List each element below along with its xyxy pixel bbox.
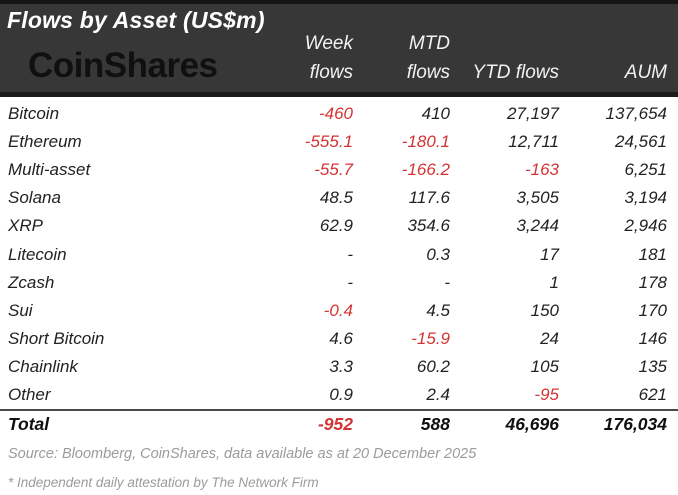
aum-value: 135: [638, 356, 667, 376]
aum-value: 3,194: [624, 188, 667, 208]
mtd-flows-value: -: [444, 272, 450, 292]
week-flows-value: -: [347, 244, 353, 264]
total-aum-value: 176,034: [603, 413, 667, 434]
asset-label: Short Bitcoin: [8, 328, 105, 348]
attestation-footnote: * Independent daily attestation by The N…: [8, 475, 319, 491]
asset-label: Solana: [8, 188, 61, 208]
mtd-flows-value: -15.9: [411, 328, 450, 348]
aum-value: 24,561: [615, 132, 667, 152]
table-row-ethereum: Ethereum -555.1 -180.1 12,711 24,561: [0, 128, 678, 156]
total-ytd-flows-value: 46,696: [505, 413, 559, 434]
mtd-flows-value: 117.6: [408, 188, 450, 208]
aum-value: 178: [638, 272, 667, 292]
week-flows-value: -460: [318, 104, 353, 124]
col-header-mtd-line1: MTD: [408, 32, 450, 54]
table-row-zcash: Zcash - - 1 178: [0, 269, 678, 297]
table-row-litecoin: Litecoin - 0.3 17 181: [0, 240, 678, 268]
mtd-flows-value: -180.1: [401, 132, 450, 152]
mtd-flows-value: -166.2: [401, 160, 450, 180]
asset-label: Zcash: [8, 272, 55, 292]
aum-value: 170: [638, 300, 667, 320]
col-header-ytd: YTD flows: [472, 61, 559, 83]
aum-value: 181: [638, 244, 667, 264]
week-flows-value: -0.4: [323, 300, 353, 320]
asset-label: Multi-asset: [8, 160, 91, 180]
week-flows-value: -555.1: [304, 132, 353, 152]
asset-label: Chainlink: [8, 356, 78, 376]
coinshares-logo: CoinShares: [28, 46, 218, 85]
report-footer: Source: Bloomberg, CoinShares, data avai…: [0, 437, 678, 490]
aum-value: 146: [638, 328, 667, 348]
table-row-short-bitcoin: Short Bitcoin 4.6 -15.9 24 146: [0, 325, 678, 353]
asset-label: Other: [8, 384, 51, 404]
total-mtd-flows-value: 588: [420, 413, 450, 434]
asset-label: Bitcoin: [8, 104, 60, 124]
ytd-flows-value: -95: [534, 384, 559, 404]
asset-label: XRP: [8, 216, 43, 236]
source-line: Source: Bloomberg, CoinShares, data avai…: [8, 446, 477, 463]
table-row-bitcoin: Bitcoin -460 410 27,197 137,654: [0, 100, 678, 128]
table-row-solana: Solana 48.5 117.6 3,505 3,194: [0, 184, 678, 212]
ytd-flows-value: 3,244: [516, 216, 559, 236]
ytd-flows-value: 17: [540, 244, 559, 264]
week-flows-value: -55.7: [314, 160, 353, 180]
column-headers: Week MTD flows flows YTD flows AUM: [0, 29, 678, 87]
mtd-flows-value: 60.2: [416, 356, 450, 376]
ytd-flows-value: 1: [549, 272, 559, 292]
mtd-flows-value: 0.3: [426, 244, 450, 264]
aum-value: 6,251: [624, 160, 667, 180]
week-flows-value: 62.9: [319, 216, 353, 236]
week-flows-value: -: [347, 272, 353, 292]
flows-table: Bitcoin -460 410 27,197 137,654 Ethereum…: [0, 97, 678, 437]
table-row-sui: Sui -0.4 4.5 150 170: [0, 297, 678, 325]
col-header-week-line1: Week: [304, 32, 353, 54]
mtd-flows-value: 354.6: [407, 216, 450, 236]
ytd-flows-value: 105: [530, 356, 559, 376]
col-header-mtd-line2: flows: [406, 61, 450, 83]
week-flows-value: 4.6: [329, 328, 353, 348]
asset-label: Ethereum: [8, 132, 82, 152]
aum-value: 137,654: [605, 104, 667, 124]
table-row-multi-asset: Multi-asset -55.7 -166.2 -163 6,251: [0, 156, 678, 184]
page-title: Flows by Asset (US$m): [7, 7, 265, 33]
asset-label: Litecoin: [8, 244, 67, 264]
mtd-flows-value: 410: [421, 104, 450, 124]
table-row-xrp: XRP 62.9 354.6 3,244 2,946: [0, 212, 678, 240]
mtd-flows-value: 2.4: [426, 384, 450, 404]
aum-value: 2,946: [624, 216, 667, 236]
ytd-flows-value: 27,197: [507, 104, 559, 124]
col-header-aum: AUM: [624, 61, 667, 83]
ytd-flows-value: 24: [540, 328, 559, 348]
ytd-flows-value: 3,505: [516, 188, 559, 208]
week-flows-value: 3.3: [329, 356, 353, 376]
table-row-other: Other 0.9 2.4 -95 621: [0, 381, 678, 409]
asset-label: Sui: [8, 300, 33, 320]
week-flows-value: 0.9: [329, 384, 353, 404]
report-header: Flows by Asset (US$m) CoinShares Week MT…: [0, 0, 678, 97]
ytd-flows-value: -163: [524, 160, 559, 180]
total-label: Total: [8, 413, 50, 434]
aum-value: 621: [638, 384, 667, 404]
table-row-total: Total -952 588 46,696 176,034: [0, 409, 678, 437]
week-flows-value: 48.5: [319, 188, 353, 208]
col-header-week-line2: flows: [309, 61, 353, 83]
ytd-flows-value: 150: [530, 300, 559, 320]
ytd-flows-value: 12,711: [508, 132, 559, 152]
mtd-flows-value: 4.5: [426, 300, 450, 320]
table-row-chainlink: Chainlink 3.3 60.2 105 135: [0, 353, 678, 381]
total-week-flows-value: -952: [317, 413, 353, 434]
